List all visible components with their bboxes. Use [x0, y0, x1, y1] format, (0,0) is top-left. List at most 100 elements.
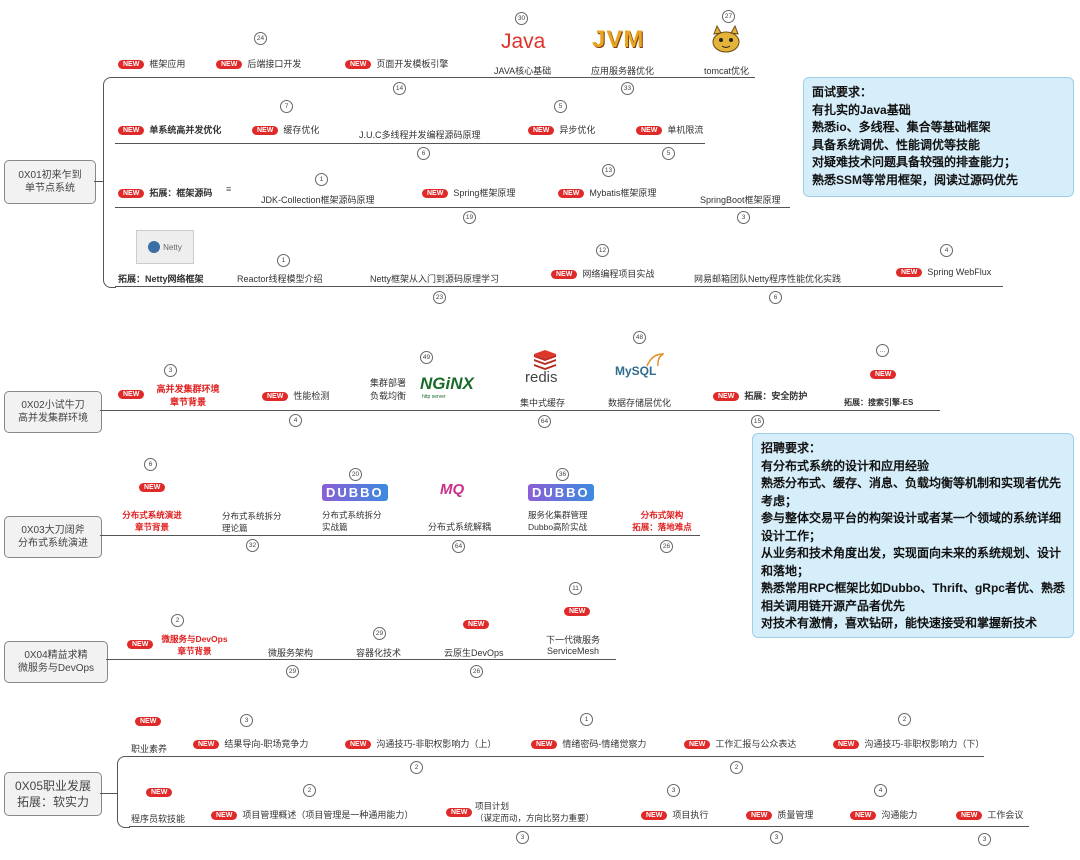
root-node-0x01[interactable]: 0X01初来乍到 单节点系统	[4, 160, 96, 204]
node-perf-detect[interactable]: NEW 性能检测	[262, 389, 329, 402]
node-juc[interactable]: J.U.C多线程并发编程源码原理	[359, 130, 481, 140]
new-badge: NEW	[551, 270, 578, 279]
node-security[interactable]: NEW 拓展：安全防护	[713, 389, 807, 402]
node-report[interactable]: NEW 工作汇报与公众表达	[684, 737, 796, 750]
redis-logo: redis	[525, 369, 558, 386]
node-cluster-background[interactable]: 高并发集群环境 章节背景	[156, 384, 220, 407]
new-badge: NEW	[193, 740, 220, 749]
new-badge: NEW	[558, 189, 585, 198]
count-circle: 1	[580, 713, 593, 726]
node-quality-mgmt[interactable]: NEW 质量管理	[746, 808, 813, 821]
count-circle: 32	[246, 539, 259, 552]
new-badge: NEW	[463, 620, 490, 629]
count-circle: 49	[420, 351, 433, 364]
root-node-0x03[interactable]: 0X03大刀阔斧 分布式系统演进	[4, 516, 102, 558]
count-circle: 27	[722, 10, 735, 23]
row-line	[115, 207, 790, 208]
node-dist-split-practice[interactable]: 分布式系统拆分 实战篇	[322, 510, 382, 532]
node-professional-quality[interactable]: 职业素养	[131, 744, 168, 754]
node-jdk-collection[interactable]: JDK-Collection框架源码原理	[261, 195, 375, 205]
node-db-layer-opt[interactable]: 数据存储层优化	[608, 398, 672, 408]
node-reactor[interactable]: Reactor线程模型介绍	[237, 274, 323, 284]
node-netty[interactable]: 拓展：Netty网络框架	[118, 274, 204, 284]
node-springboot-principle[interactable]: SpringBoot框架原理	[700, 195, 781, 205]
node-search-es[interactable]: 拓展：搜索引擎-ES	[844, 398, 914, 407]
node-framework-source[interactable]: NEW 拓展：框架源码	[118, 186, 212, 199]
node-app-server-opt[interactable]: 应用服务器优化	[591, 66, 655, 76]
node-result-oriented[interactable]: NEW 结果导向-职场竞争力	[193, 737, 308, 750]
node-influence-1[interactable]: NEW 沟通技巧-非职权影响力（上）	[345, 737, 496, 750]
node-single-system-concurrency[interactable]: NEW 单系统高并发优化	[118, 123, 221, 136]
node-netease-netty[interactable]: 网易邮箱团队Netty程序性能优化实践	[694, 274, 842, 284]
count-circle: ...	[876, 344, 889, 357]
node-dubbo-advanced[interactable]: 服务化集群管理 Dubbo高阶实战	[528, 510, 588, 532]
node-netty-source[interactable]: Netty框架从入门到源码原理学习	[370, 274, 500, 284]
node-communication[interactable]: NEW 沟通能力	[850, 808, 917, 821]
node-project-plan[interactable]: 项目计划 （谋定而动，方向比努力重要）	[475, 801, 595, 823]
new-badge: NEW	[564, 607, 591, 616]
info-line: 熟悉SSM等常用框架，阅读过源码优先	[812, 172, 1019, 187]
node-spring-principle[interactable]: NEW Spring框架原理	[422, 186, 515, 199]
node-servicemesh[interactable]: 下一代微服务 ServiceMesh	[546, 635, 601, 656]
root-node-0x02[interactable]: 0X02小试牛刀 高并发集群环境	[4, 391, 102, 433]
count-circle: 1	[315, 173, 328, 186]
interview-requirements-box: 面试要求： 有扎实的Java基础 熟悉io、多线程、集合等基础框架 具备系统调优…	[803, 77, 1074, 197]
node-dist-background[interactable]: 分布式系统演进 章节背景	[122, 510, 182, 532]
node-cache-opt[interactable]: NEW 缓存优化	[252, 123, 319, 136]
node-central-cache[interactable]: 集中式缓存	[520, 398, 566, 408]
count-circle: 19	[463, 211, 476, 224]
node-project-exec[interactable]: NEW 项目执行	[641, 808, 708, 821]
row-line	[115, 286, 1003, 287]
node-webflux[interactable]: NEW Spring WebFlux	[896, 267, 991, 277]
node-work-meeting[interactable]: NEW 工作会议	[956, 808, 1023, 821]
node-container[interactable]: 容器化技术	[356, 648, 402, 658]
node-microservice-arch[interactable]: 微服务架构	[268, 648, 314, 658]
count-circle: 2	[730, 761, 743, 774]
new-badge: NEW	[262, 392, 289, 401]
new-badge: NEW	[636, 126, 663, 135]
node-dist-decouple[interactable]: 分布式系统解耦	[428, 522, 492, 532]
root-node-0x05[interactable]: 0X05职业发展 拓展：软实力	[4, 772, 102, 816]
redis-icon	[534, 350, 556, 370]
node-soft-skills[interactable]: 程序员软技能	[131, 814, 186, 824]
root-node-0x04[interactable]: 0X04精益求精 微服务与DevOps	[4, 641, 108, 683]
node-template-engine[interactable]: NEW 页面开发模板引擎	[345, 57, 448, 70]
count-circle: 4	[940, 244, 953, 257]
nginx-subtitle: http server	[422, 394, 446, 400]
count-circle: 48	[633, 331, 646, 344]
new-badge: NEW	[252, 126, 279, 135]
node-mybatis-principle[interactable]: NEW Mybatis框架原理	[558, 186, 656, 199]
new-badge: NEW	[956, 811, 983, 820]
notes-icon[interactable]: ≡	[226, 184, 232, 194]
node-framework-app[interactable]: NEW 框架应用	[118, 57, 185, 70]
node-cloud-native[interactable]: 云原生DevOps	[444, 648, 504, 658]
node-dist-split-theory[interactable]: 分布式系统拆分 理论篇	[222, 511, 282, 533]
node-pm-overview[interactable]: NEW 项目管理概述（项目管理是一种通用能力）	[211, 808, 413, 821]
count-circle: 15	[751, 415, 764, 428]
node-network-project[interactable]: NEW 网络编程项目实战	[551, 267, 654, 280]
row-line	[115, 143, 705, 144]
info-line: 熟悉io、多线程、集合等基础框架	[812, 120, 991, 134]
count-circle: 3	[164, 364, 177, 377]
count-circle: 33	[621, 82, 634, 95]
node-backend-api[interactable]: NEW 后端接口开发	[216, 57, 301, 70]
node-rate-limit[interactable]: NEW 单机限流	[636, 123, 703, 136]
count-circle: 29	[373, 627, 386, 640]
node-tomcat-opt[interactable]: tomcat优化	[704, 66, 750, 76]
node-emotion[interactable]: NEW 情绪密码-情绪觉察力	[531, 737, 646, 750]
node-load-balance[interactable]: 集群部署 负载均衡	[370, 378, 407, 401]
node-influence-2[interactable]: NEW 沟通技巧-非职权影响力（下）	[833, 737, 984, 750]
new-badge: NEW	[713, 392, 740, 401]
node-dist-arch-difficulty[interactable]: 分布式架构 拓展：落地难点	[632, 510, 692, 532]
count-circle: 12	[596, 244, 609, 257]
branch-bracket-0x05	[117, 756, 130, 828]
node-async-opt[interactable]: NEW 异步优化	[528, 123, 595, 136]
count-circle: 11	[569, 582, 582, 595]
count-circle: 2	[410, 761, 423, 774]
new-badge: NEW	[211, 811, 238, 820]
row-line	[115, 77, 755, 78]
node-java-core[interactable]: JAVA核心基础	[494, 66, 552, 76]
count-circle: 26	[470, 665, 483, 678]
node-microservice-background[interactable]: 微服务与DevOps 章节背景	[161, 634, 228, 656]
info-line: 有分布式系统的设计和应用经验	[761, 458, 930, 473]
